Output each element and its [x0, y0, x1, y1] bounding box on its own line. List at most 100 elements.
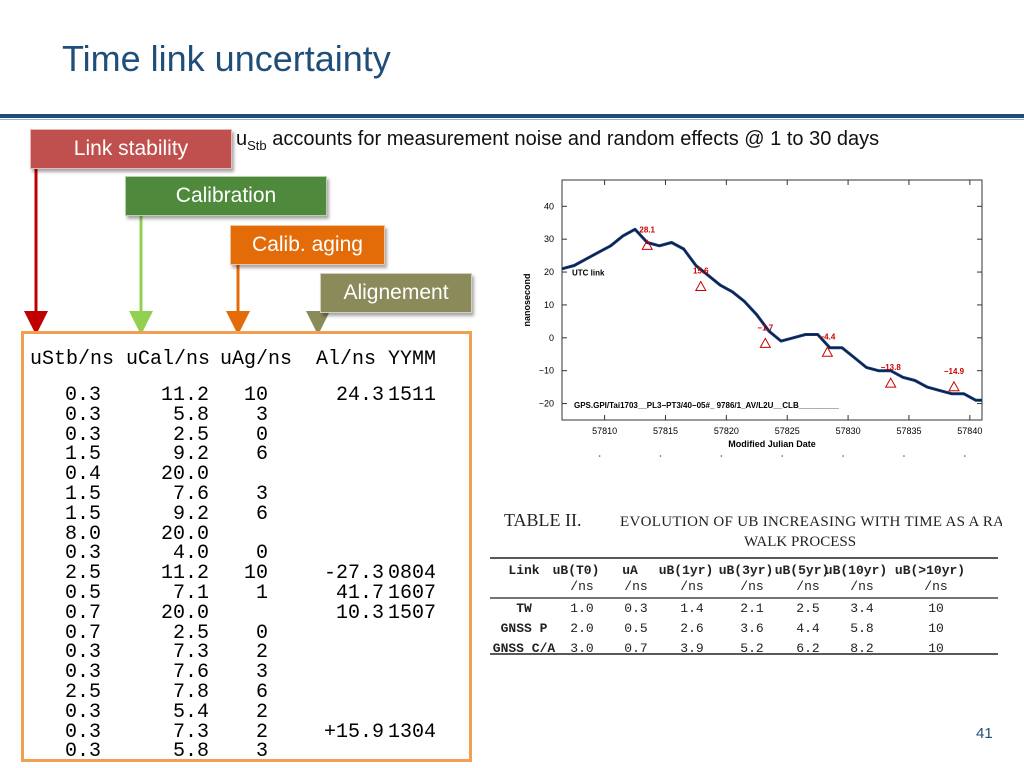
data-cell: 24.3: [336, 384, 385, 407]
marker-triangle: [641, 239, 654, 250]
data-header-cell: uAg/ns: [220, 348, 293, 371]
data-cell: 9.2: [173, 502, 210, 526]
data-cell: 20.0: [161, 522, 210, 546]
ref-table-unit: /ns: [680, 579, 703, 594]
data-cell: 2.5: [173, 621, 210, 645]
data-cell: 20.0: [161, 601, 210, 625]
data-cell: 1.5: [65, 502, 102, 526]
tag-alignement: Alignement: [320, 273, 472, 313]
tag-calib-aging: Calib. aging: [230, 225, 385, 265]
page-number: 41: [976, 725, 993, 742]
y-tick-label: 10: [544, 300, 554, 310]
data-cell: 2: [256, 720, 269, 744]
y-axis-label: nanosecond: [522, 273, 532, 326]
marker-label: 15.6: [693, 267, 709, 276]
y-tick-label: −10: [539, 366, 554, 376]
data-cell: 2.5: [65, 681, 102, 704]
data-cell: 0.7: [65, 601, 102, 625]
ref-table-cell: 10: [928, 641, 944, 656]
marker-triangle: [821, 346, 834, 357]
ref-table-unit: /ns: [796, 579, 819, 594]
ref-table-cell: 3.6: [740, 621, 763, 636]
x-tick-label: 57835: [896, 426, 921, 436]
data-cell: +15.9: [324, 720, 385, 744]
data-cell: 2: [256, 641, 269, 665]
data-cell: 5.8: [173, 740, 210, 764]
tag-link-stability: Link stability: [30, 129, 232, 169]
data-cell: 0804: [388, 562, 437, 586]
x-tick-label: 57820: [714, 426, 739, 436]
data-cell: 1: [256, 582, 269, 605]
data-cell: 3: [256, 483, 269, 506]
data-cell: 6: [256, 502, 269, 526]
ref-table-header: Link: [508, 563, 539, 578]
y-tick-label: −20: [539, 399, 554, 409]
x-dot: [964, 455, 966, 457]
ref-table-cell: 2.6: [680, 621, 703, 636]
data-cell: 1.5: [65, 443, 102, 467]
ref-table-unit: /ns: [924, 579, 947, 594]
ref-table-header: uB(3yr): [719, 563, 774, 578]
x-tick-label: 57825: [775, 426, 800, 436]
ref-table-cell: 10: [928, 601, 944, 616]
data-cell: 0: [256, 542, 269, 566]
data-cell: 3: [256, 403, 269, 427]
data-cell: 0: [256, 423, 269, 447]
data-cell: 0.3: [65, 403, 102, 427]
marker-label: −14.9: [944, 367, 965, 376]
data-cell: 7.6: [173, 661, 210, 685]
ref-table-cell: 0.7: [624, 641, 647, 656]
data-header-cell: uCal/ns: [126, 348, 211, 371]
x-dot: [781, 455, 784, 457]
ref-table-unit: /ns: [850, 579, 873, 594]
data-cell: 0.3: [65, 423, 102, 447]
data-cell: 6: [256, 443, 269, 467]
y-tick-label: 40: [544, 201, 554, 211]
data-cell: 6: [256, 681, 269, 704]
data-cell: -27.3: [324, 562, 385, 586]
ref-table-label: TABLE II.: [504, 510, 582, 530]
data-cell: 1.5: [65, 483, 102, 506]
data-cell: 7.1: [173, 582, 210, 605]
marker-triangle: [948, 380, 960, 392]
title-rule-thin: [0, 119, 1024, 120]
ustb-description: uStb accounts for measurement noise and …: [236, 128, 880, 153]
data-cell: 0.3: [65, 384, 102, 407]
x-dot: [659, 455, 662, 457]
y-tick-label: 0: [549, 333, 554, 343]
data-cell: 1511: [388, 384, 437, 407]
utc-link-line-core: [561, 228, 982, 401]
data-cell: 2.5: [65, 562, 102, 586]
ref-table-cell: 6.2: [796, 641, 819, 656]
data-cell: 0.7: [65, 621, 102, 645]
ref-table-cell: 8.2: [850, 641, 873, 656]
series-label: UTC link: [572, 268, 605, 277]
data-cell: 10: [244, 384, 269, 407]
uncertainty-data-box: uStb/ns uCal/ns uAg/ns Al/ns YYMM 0.3 11.2 10 2…: [21, 331, 472, 764]
data-cell: 11.2: [161, 384, 210, 407]
chart-footer-label: GPS.GPI/Tai1703__PL3−PT3/40−05#_ 9786/1_…: [574, 401, 839, 410]
x-tick-label: 57840: [957, 426, 982, 436]
ref-table-cell: 4.4: [796, 621, 820, 636]
ref-table-cell: 3.0: [570, 641, 593, 656]
y-tick-label: 30: [544, 234, 554, 244]
data-cell: 7.3: [173, 641, 210, 665]
data-cell: 0.3: [65, 661, 102, 685]
data-cell: 0.3: [65, 740, 102, 764]
data-cell: 41.7: [336, 582, 385, 605]
ref-table-unit: /ns: [624, 579, 647, 594]
data-cell: 0.3: [65, 641, 102, 665]
marker-label: 28.1: [639, 225, 655, 234]
data-cell: 20.0: [161, 463, 210, 487]
ref-table-header: uB(5yr): [775, 563, 830, 578]
marker-triangle: [884, 377, 897, 388]
data-cell: 9.2: [173, 443, 210, 467]
data-cell: 3: [256, 740, 269, 764]
data-cell: 7.3: [173, 720, 210, 744]
data-cell: 0.3: [65, 720, 102, 744]
ref-table-header: uA: [622, 563, 638, 578]
data-cell: 0.4: [65, 463, 102, 487]
data-cell: 7.6: [173, 483, 210, 506]
data-cell: 1607: [388, 582, 437, 605]
ref-table-cell: 1.4: [680, 601, 704, 616]
